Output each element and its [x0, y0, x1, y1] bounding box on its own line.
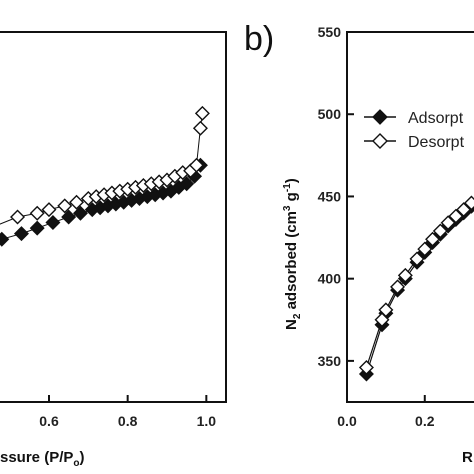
panel-b-series-line-desorption	[365, 202, 472, 368]
panel-a-point-desorption-22	[194, 105, 210, 121]
panel-a-point-desorption-1	[10, 209, 26, 225]
panel-b-y-tick-label-1: 400	[318, 271, 342, 287]
panel-b-point-desorption-11	[456, 202, 472, 218]
panel-b-y-tick-label-4: 550	[318, 24, 342, 40]
panel-b-x-ticks: 0.0 0.2	[337, 395, 435, 429]
panel-b-point-desorption-0	[358, 359, 374, 375]
panel-b-marks	[358, 195, 474, 382]
panel-a-chart: 0.6 0.8 1.0 ssure (P/Po)	[0, 31, 227, 469]
panel-b-plot-frame	[346, 31, 474, 403]
panel-b-point-desorption-8	[432, 223, 448, 239]
panel-b-chart: 350 400 450 500 550 0.0 0.2 N2 adsorbed (cm3 …	[282, 24, 474, 466]
panel-a-point-adsorption-4	[45, 215, 61, 231]
panel-a-point-desorption-20	[189, 157, 204, 173]
panel-a-point-adsorption-3	[29, 220, 45, 236]
panel-b-y-axis-label: N2 adsorbed (cm3 g-1)	[282, 178, 303, 330]
panel-a-x-axis-label: ssure (P/Po)	[0, 449, 84, 469]
panel-b-point-desorption-10	[448, 208, 464, 224]
panel-b-point-desorption-4	[397, 267, 413, 283]
panel-b-x-tick-label-0: 0.0	[337, 413, 357, 429]
panel-b-legend: Adsorpt Desorpt	[364, 109, 465, 151]
panel-a-point-adsorption-6	[72, 205, 88, 221]
panel-a-x-tick-label-2: 1.0	[197, 413, 217, 429]
panel-b-label: b)	[244, 20, 274, 58]
panel-a-point-adsorption-5	[61, 209, 77, 225]
panel-b-series-line-adsorption	[365, 205, 472, 375]
panel-a-point-adsorption-1	[0, 231, 10, 247]
panel-a-point-desorption-2	[29, 205, 45, 221]
panel-b-point-desorption-5	[409, 251, 425, 267]
panel-a-point-desorption-21	[192, 120, 208, 136]
panel-a-x-tick-label-1: 0.8	[118, 413, 138, 429]
panel-a-point-adsorption-19	[179, 176, 195, 192]
panel-a-plot-frame	[0, 31, 227, 403]
legend-adsorption-marker	[372, 109, 388, 125]
legend-adsorption-label: Adsorpt	[408, 110, 464, 127]
panel-b-x-tick-label-1: 0.2	[415, 413, 435, 429]
panel-b-point-desorption-6	[417, 241, 433, 257]
panel-b-x-axis-label: R	[462, 449, 473, 466]
panel-a-x-ticks: 0.6 0.8 1.0	[39, 395, 216, 429]
panel-b-point-desorption-3	[390, 279, 406, 295]
panel-b-point-desorption-7	[425, 231, 441, 247]
panel-a-point-desorption-4	[57, 198, 73, 214]
legend-desorption-label: Desorpt	[408, 134, 465, 151]
panel-b-y-tick-label-0: 350	[318, 353, 342, 369]
panel-b-y-ticks: 350 400 450 500 550	[318, 24, 354, 369]
panel-b-point-desorption-12	[463, 195, 474, 211]
panel-a-point-desorption-5	[69, 194, 85, 210]
panel-b-point-desorption-9	[440, 215, 456, 231]
panel-a-x-tick-label-0: 0.6	[39, 413, 59, 429]
panel-a-point-adsorption-2	[13, 226, 29, 242]
panel-b-y-tick-label-2: 450	[318, 188, 342, 204]
panel-b-y-tick-label-3: 500	[318, 106, 342, 122]
panel-b-point-desorption-2	[378, 302, 394, 318]
panel-a-marks	[0, 105, 210, 247]
panel-a-point-desorption-3	[41, 202, 57, 218]
legend-desorption-marker	[372, 133, 388, 149]
